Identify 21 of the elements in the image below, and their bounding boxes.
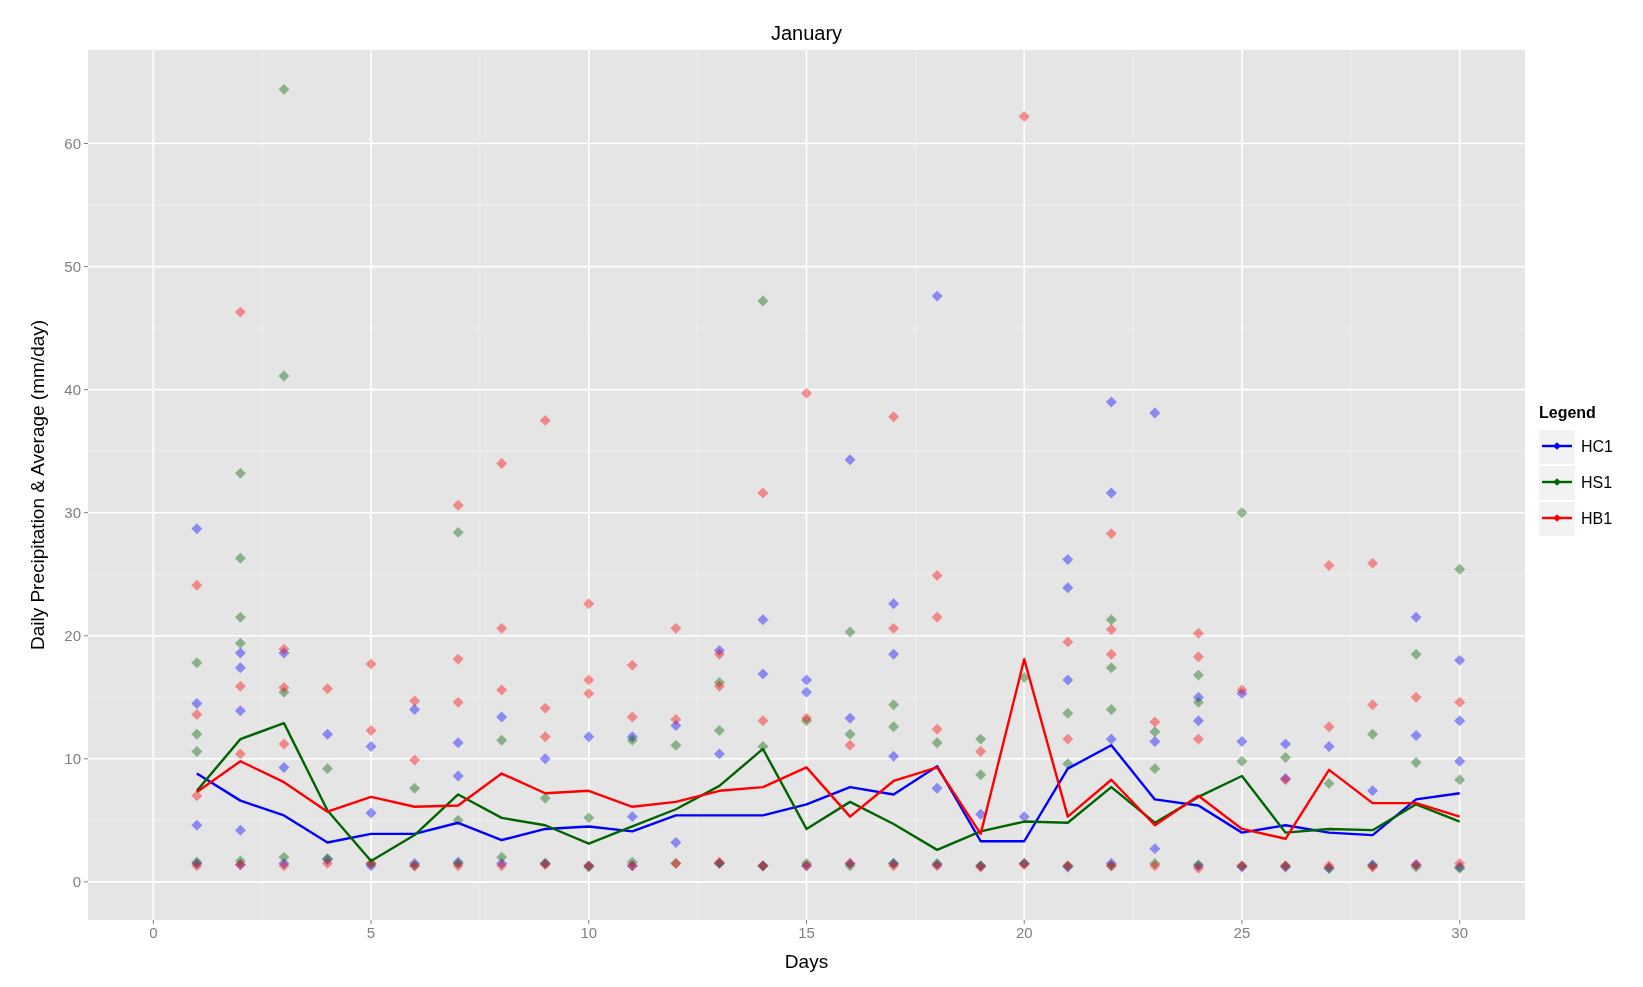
x-tick-label: 15 — [798, 924, 815, 941]
y-tick-label: 40 — [64, 380, 81, 398]
x-tick-label: 25 — [1233, 924, 1251, 941]
y-tick-label: 50 — [64, 257, 81, 275]
x-tick-label: 20 — [1015, 924, 1033, 941]
y-axis-title: Daily Precipitation & Average (mm/day) — [27, 319, 48, 651]
y-tick-label: 20 — [64, 626, 81, 644]
y-tick-label: 60 — [64, 134, 81, 152]
x-tick-label: 10 — [580, 924, 598, 941]
legend-label: HC1 — [1581, 438, 1614, 455]
y-tick-label: 10 — [64, 749, 81, 767]
x-tick-label: 0 — [149, 924, 158, 941]
x-axis-title: Days — [784, 951, 829, 972]
y-tick-label: 30 — [64, 503, 81, 521]
y-tick-label: 0 — [72, 872, 81, 890]
x-tick-label: 5 — [366, 924, 376, 941]
legend-title: Legend — [1539, 404, 1596, 421]
legend-label: HB1 — [1581, 510, 1613, 527]
x-tick-label: 30 — [1451, 924, 1469, 941]
chart-title: January — [770, 22, 843, 44]
legend-label: HS1 — [1581, 474, 1613, 491]
